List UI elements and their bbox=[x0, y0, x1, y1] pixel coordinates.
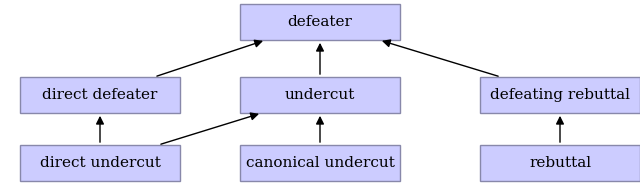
FancyBboxPatch shape bbox=[20, 77, 180, 113]
FancyBboxPatch shape bbox=[20, 145, 180, 181]
Text: defeater: defeater bbox=[287, 15, 353, 29]
Text: canonical undercut: canonical undercut bbox=[246, 156, 394, 170]
Text: defeating rebuttal: defeating rebuttal bbox=[490, 88, 630, 102]
Text: direct undercut: direct undercut bbox=[40, 156, 161, 170]
FancyBboxPatch shape bbox=[480, 145, 640, 181]
FancyBboxPatch shape bbox=[240, 145, 400, 181]
FancyBboxPatch shape bbox=[240, 77, 400, 113]
FancyBboxPatch shape bbox=[240, 4, 400, 40]
FancyBboxPatch shape bbox=[480, 77, 640, 113]
Text: direct defeater: direct defeater bbox=[42, 88, 157, 102]
Text: undercut: undercut bbox=[285, 88, 355, 102]
Text: rebuttal: rebuttal bbox=[529, 156, 591, 170]
